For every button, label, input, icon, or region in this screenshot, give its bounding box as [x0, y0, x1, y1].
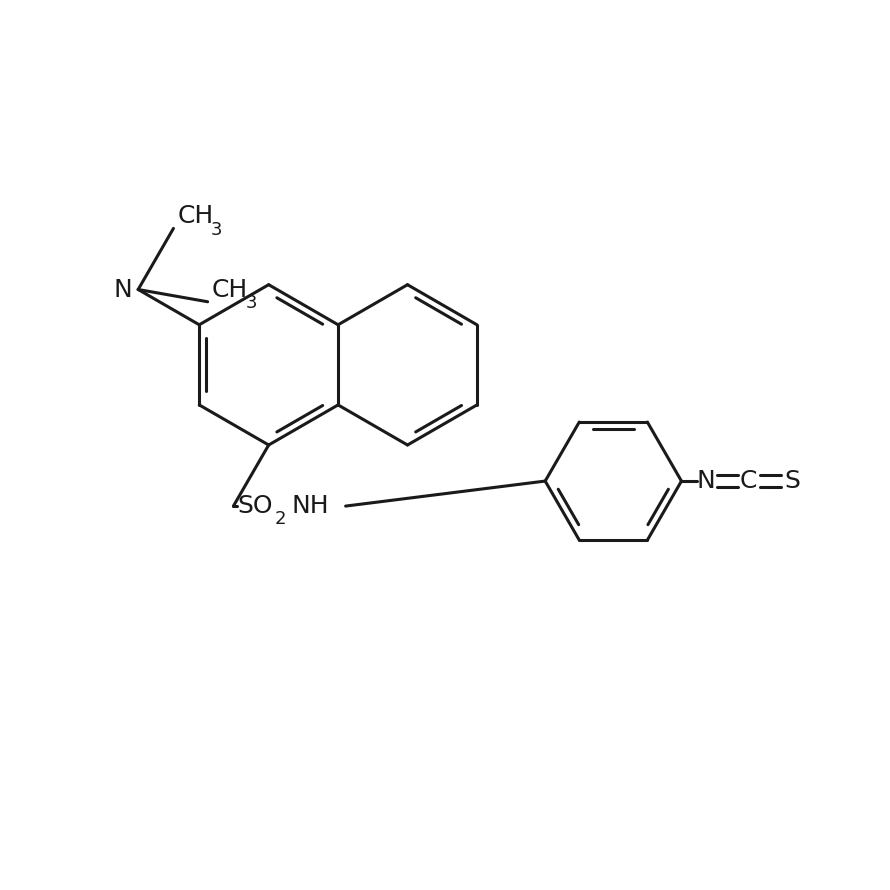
Text: N: N	[696, 469, 715, 493]
Text: N: N	[114, 278, 133, 302]
Text: S: S	[784, 469, 800, 493]
Text: CH: CH	[212, 278, 248, 302]
Text: NH: NH	[292, 494, 329, 518]
Text: 2: 2	[275, 510, 287, 528]
Text: 3: 3	[211, 221, 222, 239]
Text: 3: 3	[246, 295, 257, 312]
Text: SO: SO	[238, 494, 273, 518]
Text: C: C	[740, 469, 757, 493]
Text: CH: CH	[177, 205, 214, 229]
